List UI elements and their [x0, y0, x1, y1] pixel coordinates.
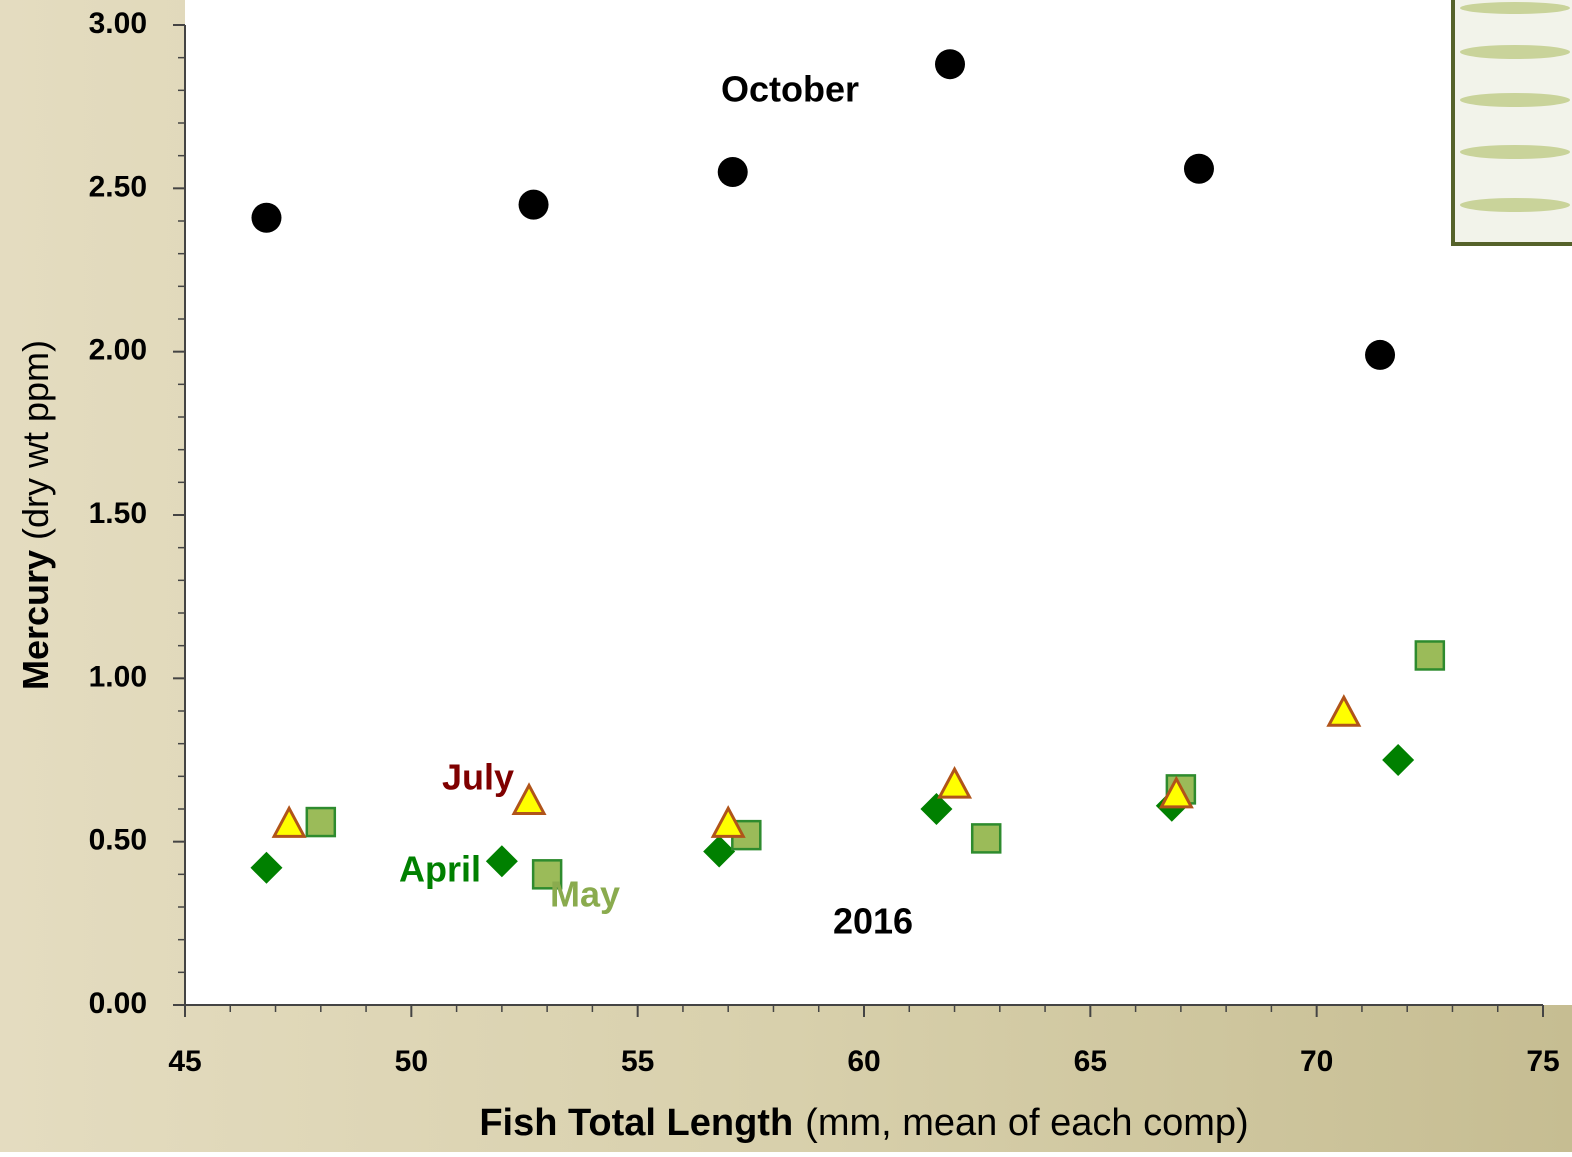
point	[485, 845, 518, 878]
y-tick-label: 2.50	[89, 170, 147, 203]
x-tick-label: 65	[1074, 1045, 1107, 1078]
point	[710, 805, 746, 838]
point	[1326, 694, 1362, 727]
x-tick-label: 75	[1526, 1045, 1559, 1078]
y-tick-label: 0.00	[89, 987, 147, 1020]
y-tick-label: 2.00	[89, 334, 147, 367]
y-tick-label: 1.50	[89, 497, 147, 530]
series-label: October	[721, 69, 859, 110]
point	[305, 806, 337, 838]
point	[937, 765, 973, 799]
point	[1414, 640, 1446, 671]
y-tick-label: 1.00	[89, 660, 147, 693]
series-label: May	[550, 874, 620, 915]
point	[1382, 744, 1415, 776]
point	[251, 202, 282, 233]
x-tick-label: 60	[847, 1045, 880, 1078]
point	[1365, 339, 1396, 370]
point	[511, 782, 547, 815]
point	[1183, 153, 1214, 184]
point	[250, 851, 283, 884]
x-axis-title: Fish Total Length (mm, mean of each comp)	[479, 1102, 1248, 1144]
y-tick-label: 0.50	[89, 824, 147, 857]
plot-area	[185, 0, 1572, 1005]
point	[1158, 775, 1194, 809]
series-label: April	[399, 849, 481, 890]
y-tick-label: 3.00	[89, 7, 147, 40]
fish-photo	[1451, 0, 1572, 246]
x-tick-label: 50	[395, 1045, 428, 1078]
x-tick-label: 70	[1300, 1045, 1333, 1078]
point	[271, 805, 307, 838]
x-tick-label: 45	[168, 1045, 201, 1078]
point	[935, 49, 966, 80]
point	[703, 835, 736, 868]
point	[920, 793, 953, 825]
point	[518, 189, 549, 220]
point	[531, 859, 563, 890]
point	[717, 157, 748, 187]
y-axis-title: Mercury(dry wt ppm)	[15, 340, 56, 690]
annotation: 2016	[833, 901, 913, 942]
point	[970, 823, 1002, 854]
x-tick-label: 55	[621, 1045, 654, 1078]
series-label: July	[442, 757, 514, 798]
